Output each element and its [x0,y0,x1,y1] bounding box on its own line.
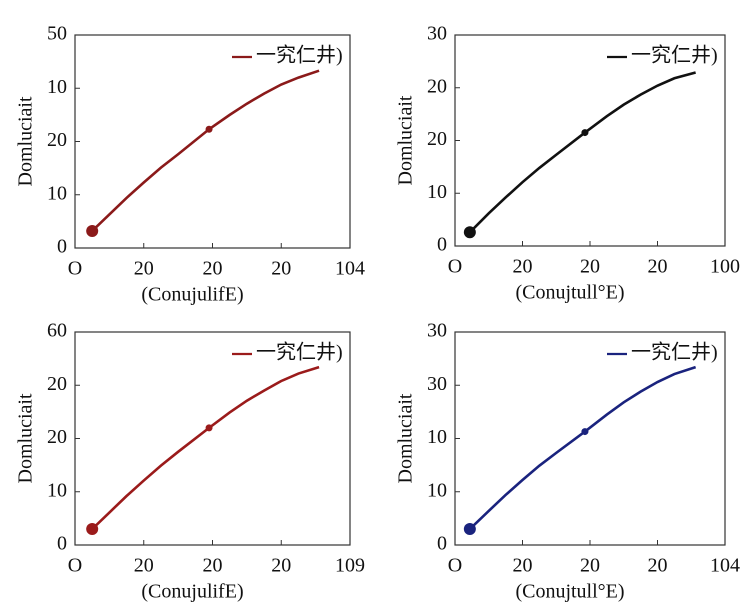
y-tick-label: 30 [427,320,447,342]
y-tick-label: 30 [427,373,447,395]
y-axis-label: Domluciait [15,96,37,186]
y-tick-label: 10 [427,479,447,501]
y-tick-label: 20 [47,373,67,395]
y-tick-label: 0 [57,533,67,555]
y-tick-label: 0 [437,533,447,555]
x-tick-label: 20 [134,258,154,280]
legend-label: 一究仁井) [256,341,343,364]
legend-label: 一究仁井) [256,44,343,67]
legend-label: 一究仁井) [631,341,718,364]
y-tick-label: 10 [47,479,67,501]
x-axis-label: (ConujulifE) [141,581,243,603]
x-tick-label: 20 [513,555,533,577]
series-line [91,365,320,530]
y-tick-label: 10 [47,182,67,204]
plot-frame [454,34,726,247]
point-marker [581,129,589,137]
point-marker [86,523,99,536]
x-tick-label: 20 [271,555,291,577]
y-tick-label: 20 [47,426,67,448]
series-line [468,365,697,530]
plot-frame [74,331,351,546]
point-marker [463,523,476,536]
point-marker [205,125,213,133]
x-tick-label: 20 [134,555,154,577]
point-marker [463,226,476,239]
point-marker [581,428,589,436]
y-tick-label: 30 [427,23,447,45]
point-marker [86,224,99,237]
x-tick-label: 20 [203,555,223,577]
y-tick-label: 10 [427,426,447,448]
x-axis-label: (Conujtull°E) [515,581,624,603]
x-tick-label: O [68,258,82,280]
y-axis-label: Domluciait [395,393,417,483]
y-tick-label: 10 [427,181,447,203]
plot-frame [454,331,726,546]
y-axis-label: Domluciait [395,95,417,185]
x-tick-label: 20 [271,258,291,280]
y-axis-label: Domluciait [15,393,37,483]
y-tick-label: 20 [427,75,447,97]
legend-label: 一究仁井) [631,44,718,67]
x-tick-label: 20 [648,256,668,278]
x-tick-label: O [448,555,462,577]
x-tick-label: 100 [710,256,740,278]
y-tick-label: 60 [47,320,67,342]
x-axis-label: (ConujulifE) [141,284,243,306]
y-tick-label: 20 [47,129,67,151]
x-tick-label: O [448,256,462,278]
series-line [468,71,696,234]
y-tick-label: 0 [57,236,67,258]
plot-frame [74,34,351,249]
x-tick-label: O [68,555,82,577]
point-marker [205,424,213,432]
y-tick-label: 10 [47,76,67,98]
x-axis-label: (Conujtull°E) [515,282,624,304]
x-tick-label: 104 [710,555,740,577]
x-tick-label: 104 [335,258,365,280]
x-tick-label: 20 [580,555,600,577]
x-tick-label: 109 [335,555,365,577]
y-tick-label: 0 [437,234,447,256]
y-tick-label: 50 [47,23,67,45]
y-tick-label: 20 [427,128,447,150]
x-tick-label: 20 [513,256,533,278]
x-tick-label: 20 [648,555,668,577]
x-tick-label: 20 [580,256,600,278]
x-tick-label: 20 [203,258,223,280]
series-line [91,69,320,232]
